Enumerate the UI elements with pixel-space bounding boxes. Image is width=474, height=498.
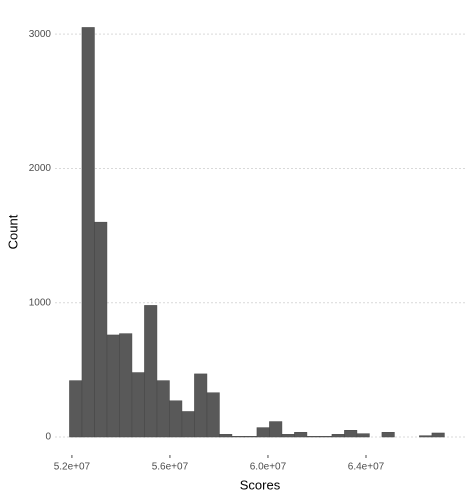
bar xyxy=(381,432,395,438)
bar xyxy=(131,372,145,438)
bar xyxy=(81,27,95,438)
y-tick-label: 1000 xyxy=(29,297,52,308)
bar xyxy=(294,432,308,438)
bar xyxy=(331,434,345,438)
x-tick-label: 6.4e+07 xyxy=(348,462,385,473)
bar xyxy=(356,433,370,438)
bar xyxy=(194,373,208,438)
bar xyxy=(256,427,270,438)
bar xyxy=(269,421,283,438)
x-tick-label: 5.2e+07 xyxy=(54,462,91,473)
bar xyxy=(94,221,108,438)
bar xyxy=(169,400,183,438)
bar xyxy=(431,432,445,438)
bar xyxy=(206,392,220,438)
bar xyxy=(306,436,320,438)
bar xyxy=(344,430,358,438)
bar xyxy=(156,380,170,438)
x-axis-title: Scores xyxy=(240,477,281,492)
bar xyxy=(231,436,245,438)
y-tick-label: 2000 xyxy=(29,163,52,174)
y-tick-label: 3000 xyxy=(29,29,52,40)
bar xyxy=(119,333,133,438)
bar xyxy=(181,411,195,438)
y-tick-label: 0 xyxy=(45,432,51,443)
bar xyxy=(319,436,333,438)
bar xyxy=(106,334,120,438)
bar xyxy=(244,436,258,438)
x-tick-label: 5.6e+07 xyxy=(152,462,189,473)
y-axis-title: Count xyxy=(5,214,20,249)
bar xyxy=(144,305,158,438)
bar xyxy=(69,380,83,438)
bar xyxy=(419,435,433,438)
bar xyxy=(281,434,295,438)
x-tick-label: 6.0e+07 xyxy=(250,462,287,473)
bar xyxy=(219,434,233,438)
